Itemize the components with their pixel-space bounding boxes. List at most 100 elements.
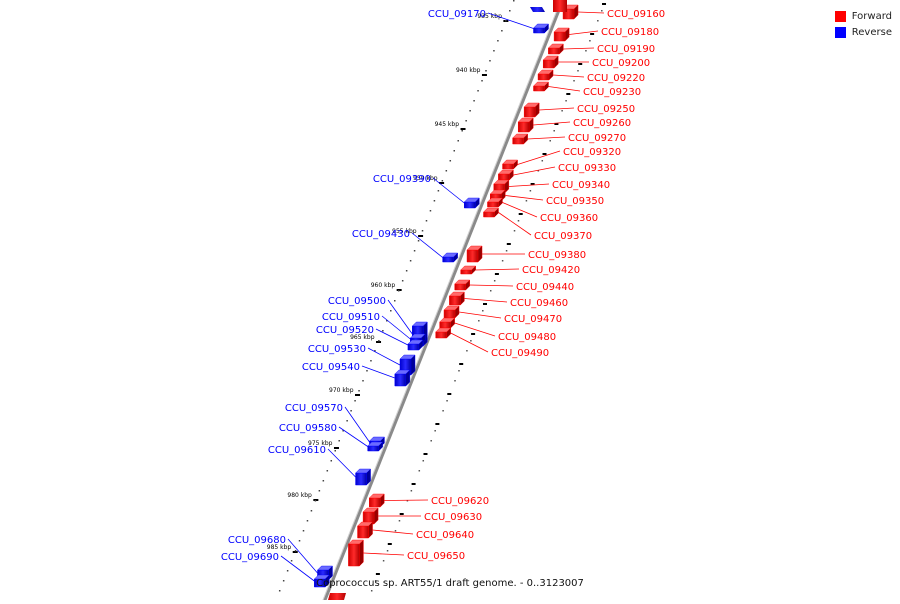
gene-feature[interactable] [542,55,559,69]
gene-feature[interactable] [533,81,549,92]
gene-label[interactable]: CCU_09480 [498,332,556,343]
minor-tick [447,393,452,395]
gene-side [513,159,518,170]
gene-feature[interactable] [362,507,379,525]
gene-leader-line [344,406,370,443]
gene-label[interactable]: CCU_09180 [601,27,659,38]
gene-label[interactable]: CCU_09640 [416,530,474,541]
gene-label[interactable]: CCU_09650 [407,551,465,562]
gene-label[interactable]: CCU_09230 [583,87,641,98]
gene-label[interactable]: CCU_09520 [316,325,374,336]
gene-label[interactable]: CCU_09370 [534,231,592,242]
gene-body [454,283,466,291]
gene-label[interactable]: CCU_09510 [322,312,380,323]
gene-label[interactable]: CCU_09250 [577,104,635,115]
gene-label[interactable]: CCU_09680 [228,535,286,546]
gene-label[interactable]: CCU_09530 [308,344,366,355]
minor-tick [513,0,515,2]
gene-label[interactable]: CCU_09460 [510,298,568,309]
gene-label[interactable]: CCU_09160 [607,9,665,20]
gene-label[interactable]: CCU_09340 [552,180,610,191]
gene-body [498,173,510,181]
minor-tick [578,63,583,65]
gene-body [483,211,495,218]
gene-feature[interactable] [517,117,534,133]
gene-label[interactable]: CCU_09380 [528,250,586,261]
gene-feature[interactable] [502,159,519,170]
gene-body [460,269,472,275]
gene-leader-line [505,195,544,201]
minor-tick [294,550,297,552]
gene-feature[interactable] [394,369,411,387]
gene-feature[interactable] [442,252,459,263]
gene-body [443,309,456,319]
gene-feature[interactable] [367,441,384,452]
gene-label[interactable]: CCU_09690 [221,552,279,563]
gene-feature[interactable] [523,102,540,118]
gene-label[interactable]: CCU_09630 [424,512,482,523]
gene-feature[interactable] [313,574,330,588]
gene-feature[interactable] [448,291,465,306]
gene-side [534,102,540,118]
gene-leader-line [517,150,561,165]
gene-label[interactable]: CCU_09200 [592,58,650,69]
gene-body [355,472,367,486]
gene-feature[interactable] [547,43,564,55]
gene-feature[interactable] [486,197,503,208]
gene-leader-line [375,328,409,346]
gene-leader-line [338,426,368,447]
scale-label: 980 kbp [287,492,312,499]
minor-tick [542,153,547,155]
gene-label[interactable]: CCU_09440 [516,282,574,293]
gene-label[interactable]: CCU_09430 [352,229,410,240]
gene-label[interactable]: CCU_09270 [568,133,626,144]
gene-feature[interactable] [512,133,529,145]
gene-feature[interactable] [533,23,549,34]
gene-feature[interactable] [347,539,364,567]
gene-feature[interactable] [443,305,460,319]
gene-label[interactable]: CCU_09320 [563,147,621,158]
minor-tick [386,320,388,322]
gene-label[interactable]: CCU_09220 [587,73,645,84]
gene-label[interactable]: CCU_09170 [428,9,486,20]
gene-feature[interactable] [483,207,499,218]
gene-feature[interactable] [454,279,471,291]
gene-feature[interactable] [368,493,385,508]
gene-feature[interactable] [497,169,514,181]
gene-label[interactable]: CCU_09390 [373,174,431,185]
gene-feature[interactable] [537,69,554,81]
gene-leader-line [361,365,395,379]
gene-feature[interactable] [460,265,477,275]
gene-feature[interactable] [463,197,480,209]
gene-label[interactable]: CCU_09610 [268,445,326,456]
gene-leader-line [487,12,534,29]
gene-side [460,291,465,306]
gene-label[interactable]: CCU_09620 [431,496,489,507]
gene-label[interactable]: CCU_09420 [522,265,580,276]
gene-feature[interactable] [439,317,456,329]
gene-feature[interactable] [553,27,570,42]
gene-label[interactable]: CCU_09470 [504,314,562,325]
gene-label[interactable]: CCU_09580 [279,423,337,434]
minor-tick [478,320,480,322]
gene-label[interactable]: CCU_09540 [302,362,360,373]
gene-feature[interactable] [355,468,372,486]
gene-label[interactable]: CCU_09190 [597,44,655,55]
gene-label[interactable]: CCU_09260 [573,118,631,129]
minor-tick [290,560,293,562]
gene-label[interactable]: CCU_09490 [491,348,549,359]
gene-label[interactable]: CCU_09570 [285,403,343,414]
scale-tick [460,128,466,130]
gene-feature[interactable] [407,339,424,351]
gene-label[interactable]: CCU_09350 [546,196,604,207]
gene-feature[interactable] [466,245,483,263]
gene-side [529,117,534,133]
minor-tick [370,360,372,362]
gene-label[interactable]: CCU_09500 [328,296,386,307]
gene-feature[interactable] [435,327,452,339]
gene-feature[interactable] [357,521,374,539]
gene-side [366,468,371,486]
gene-label[interactable]: CCU_09330 [558,163,616,174]
gene-label[interactable]: CCU_09360 [540,213,598,224]
